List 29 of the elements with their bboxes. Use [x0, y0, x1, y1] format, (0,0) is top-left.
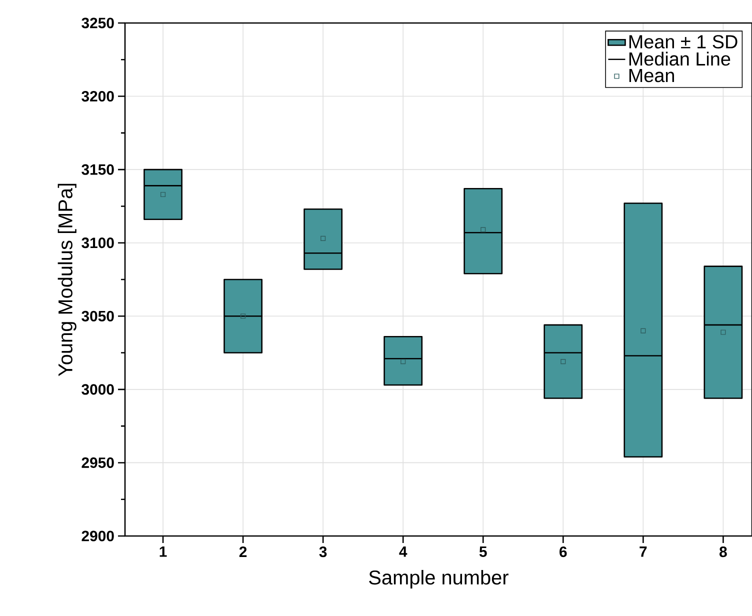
- point: [480, 227, 486, 232]
- point: [160, 192, 166, 198]
- x-tick-label: 6: [560, 546, 567, 558]
- y-tick-label: 3050: [82, 310, 114, 322]
- point: [320, 236, 326, 241]
- point: [240, 314, 246, 319]
- x-tick-label: 2: [239, 546, 247, 557]
- y-axis-title: Young Modulus [MPa]: [58, 184, 76, 376]
- x-tick-label: 1: [160, 546, 167, 557]
- x-axis-title: Sample number: [369, 570, 508, 589]
- point: [560, 359, 566, 364]
- y-tick-label: 2900: [82, 530, 114, 542]
- x-tick-label: 4: [399, 546, 408, 557]
- y-tick-label: 2950: [82, 457, 114, 468]
- x-tick-label: 3: [319, 546, 327, 558]
- x-tick-label: 8: [720, 546, 727, 558]
- point: [640, 328, 646, 334]
- y-tick-label: 3150: [82, 164, 114, 175]
- x-tick-label: 7: [640, 546, 647, 557]
- legend-label: Mean ± 1 SD: [629, 35, 738, 48]
- legend-label: Mean: [629, 68, 674, 82]
- point: [400, 359, 406, 364]
- y-tick-label: 3250: [82, 18, 114, 28]
- y-tick-label: 3100: [82, 238, 114, 248]
- y-tick-label: 3000: [82, 384, 114, 395]
- y-tick-label: 3200: [82, 90, 114, 102]
- point: [720, 330, 726, 335]
- annotation: Median Line: [629, 52, 730, 66]
- x-tick-label: 5: [479, 546, 487, 557]
